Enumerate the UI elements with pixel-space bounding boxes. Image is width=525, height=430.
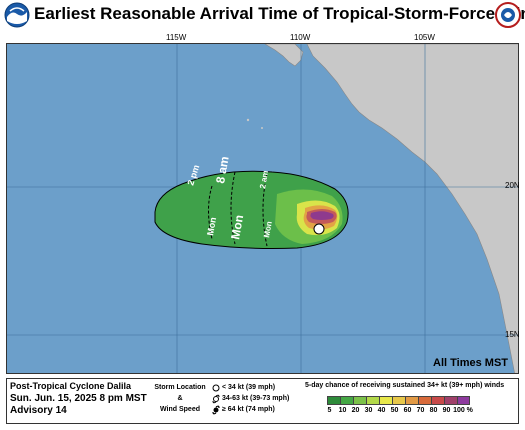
- page-title: Earliest Reasonable Arrival Time of Trop…: [34, 4, 525, 23]
- scale-label: 5: [327, 407, 332, 414]
- longitude-label-105w: 105W: [414, 33, 435, 42]
- storm-location-marker: [313, 223, 325, 235]
- storm-info: Post-Tropical Cyclone Dalila Sun. Jun. 1…: [10, 381, 155, 416]
- circle-icon: [212, 384, 220, 391]
- advisory-date: Sun. Jun. 15, 2025 8 pm MST: [10, 393, 147, 404]
- footer-legend: Post-Tropical Cyclone Dalila Sun. Jun. 1…: [6, 378, 519, 424]
- longitude-label-115w: 115W: [166, 33, 187, 42]
- legend-wind-speed-items: < 34 kt (39 mph) 34-63 kt (39-73 mph) ≥ …: [212, 382, 307, 415]
- scale-label: 40: [377, 407, 386, 414]
- scale-label: 80: [429, 407, 438, 414]
- national-weather-service-logo-icon: [495, 2, 521, 28]
- time-label-mon-1: Mon: [205, 216, 218, 236]
- land-baja-tip: [264, 44, 304, 67]
- time-label-mon-2: Mon: [228, 214, 246, 241]
- tropical-storm-icon: [212, 394, 220, 403]
- legend-heading-line-3: Wind Speed: [160, 406, 200, 413]
- probability-scale-labels: 5 10 20 30 40 50 60 70 80 90 100 %: [323, 407, 473, 414]
- scale-swatch: [366, 396, 379, 405]
- scale-swatch: [405, 396, 418, 405]
- legend-storm-location-heading: Storm Location & Wind Speed: [150, 382, 210, 415]
- latitude-label-15n: 15N: [505, 330, 520, 339]
- noaa-logo-icon: [4, 2, 30, 28]
- scale-label: 70: [416, 407, 425, 414]
- scale-swatch: [379, 396, 392, 405]
- time-label-8am: 8 am: [213, 155, 232, 184]
- header: Earliest Reasonable Arrival Time of Trop…: [0, 0, 525, 30]
- scale-swatch: [431, 396, 444, 405]
- time-label-2am: 2 am: [258, 170, 270, 190]
- scale-label: 100 %: [453, 407, 473, 414]
- all-times-note: All Times MST: [433, 357, 508, 369]
- map: 2 pm Mon 8 am Mon 2 am Mon All Times MST: [6, 43, 519, 374]
- scale-label: 50: [390, 407, 399, 414]
- hurricane-icon: [212, 405, 220, 414]
- latitude-label-20n: 20N: [505, 181, 520, 190]
- longitude-label-110w: 110W: [290, 33, 311, 42]
- scale-swatch: [418, 396, 431, 405]
- cone-purple: [310, 211, 334, 220]
- legend-item-low-label: < 34 kt (39 mph): [222, 384, 276, 391]
- scale-label: 30: [364, 407, 373, 414]
- legend-heading-line-1: Storm Location: [154, 384, 206, 391]
- scale-swatch: [327, 396, 340, 405]
- scale-swatch: [392, 396, 405, 405]
- probability-scale-title: 5-day chance of receiving sustained 34+ …: [305, 382, 505, 389]
- scale-swatch: [444, 396, 457, 405]
- probability-color-scale: [327, 396, 470, 405]
- time-arc-2am: [262, 173, 268, 247]
- storm-name: Post-Tropical Cyclone Dalila: [10, 381, 132, 391]
- legend-item-tropical-storm-label: 34-63 kt (39-73 mph): [222, 395, 290, 402]
- legend-heading-line-2: &: [177, 395, 183, 402]
- time-label-mon-3: Mon: [262, 220, 274, 238]
- scale-swatch: [457, 396, 470, 405]
- scale-swatch: [353, 396, 366, 405]
- scale-swatch: [340, 396, 353, 405]
- advisory-number: Advisory 14: [10, 405, 67, 416]
- legend-item-hurricane-label: ≥ 64 kt (74 mph): [222, 406, 275, 413]
- legend-item-tropical-storm: 34-63 kt (39-73 mph): [212, 393, 307, 404]
- scale-label: 10: [338, 407, 347, 414]
- scale-label: 90: [442, 407, 451, 414]
- map-canvas: 2 pm Mon 8 am Mon 2 am Mon: [7, 44, 518, 373]
- legend-item-low: < 34 kt (39 mph): [212, 382, 307, 393]
- scale-label: 20: [351, 407, 360, 414]
- time-arc-2pm: [208, 185, 213, 240]
- legend-item-hurricane: ≥ 64 kt (74 mph): [212, 404, 307, 415]
- scale-label: 60: [403, 407, 412, 414]
- time-arc-8am: [230, 171, 236, 245]
